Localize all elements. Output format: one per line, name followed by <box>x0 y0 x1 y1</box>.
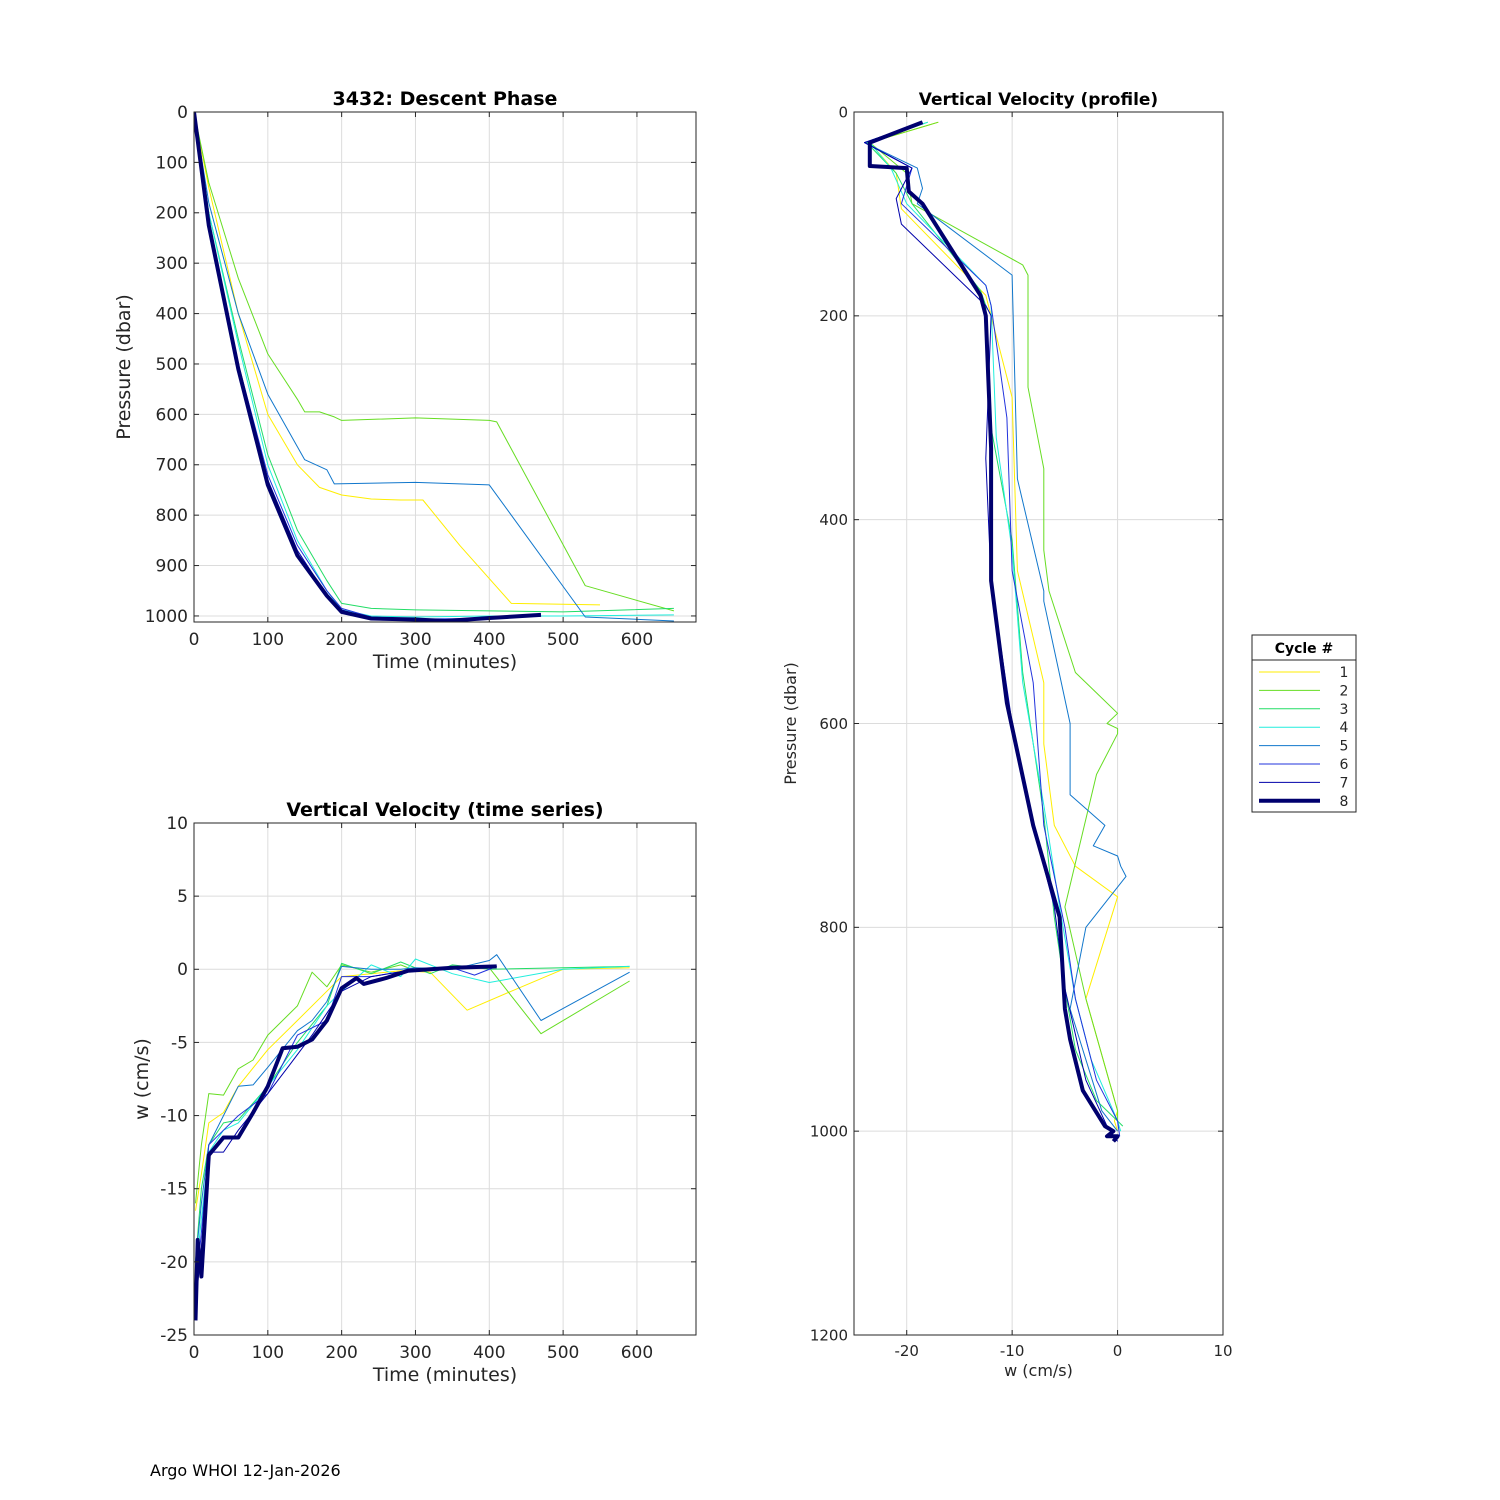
footer-text: Argo WHOI 12-Jan-2026 <box>150 1461 341 1480</box>
chart-title: Vertical Velocity (profile) <box>919 90 1158 110</box>
series-line-cycle-6 <box>195 965 497 1292</box>
y-tick-label: -25 <box>160 1326 188 1346</box>
y-tick-label: 600 <box>819 715 848 733</box>
series-line-cycle-4 <box>195 958 630 1277</box>
y-tick-label: 1000 <box>810 1122 848 1140</box>
x-tick-label: 600 <box>621 630 653 650</box>
y-axis-label: Pressure (dbar) <box>781 662 800 785</box>
descent-chart: 0 100 200 300 400 500 600 0 100 200 300 400 500 600 70… <box>113 88 697 673</box>
legend-label-cycle-1: 1 <box>1340 665 1349 681</box>
legend-label-cycle-5: 5 <box>1340 739 1349 755</box>
series-line-cycle-5 <box>194 112 674 622</box>
series-group <box>194 112 675 622</box>
series-line-cycle-4 <box>194 112 674 618</box>
y-tick-label: 400 <box>156 305 188 325</box>
x-tick-label: 300 <box>399 1343 431 1363</box>
y-tick-label: -5 <box>171 1033 188 1053</box>
y-tick-label: 900 <box>156 557 188 577</box>
x-axis-label: Time (minutes) <box>372 1364 517 1386</box>
legend: Cycle # 1 2 3 4 5 6 7 8 <box>1251 634 1357 813</box>
series-line-cycle-8 <box>194 964 497 1321</box>
grid <box>854 111 1224 1336</box>
series-line-cycle-2 <box>869 121 1119 1121</box>
axes-box <box>193 822 697 1336</box>
x-tick-label: 10 <box>1213 1342 1232 1360</box>
x-tick-label: 0 <box>189 1343 200 1363</box>
series-group <box>194 954 630 1321</box>
y-tick-label: 1000 <box>145 607 188 627</box>
series-line-cycle-2 <box>195 964 630 1204</box>
x-tick-label: 600 <box>621 1343 653 1363</box>
x-tick-label: 0 <box>189 630 200 650</box>
series-line-cycle-3 <box>866 121 1124 1127</box>
y-axis-label: w (cm/s) <box>131 1038 153 1120</box>
series-line-cycle-8 <box>194 112 542 622</box>
series-line-cycle-7 <box>864 121 1119 1142</box>
x-tick-label: 200 <box>325 1343 357 1363</box>
series-line-cycle-2 <box>194 112 675 612</box>
y-tick-label: 600 <box>156 405 188 425</box>
grid <box>193 111 696 622</box>
chart-title: 3432: Descent Phase <box>333 88 558 110</box>
series-line-cycle-6 <box>864 121 1121 1137</box>
y-tick-label: 500 <box>156 355 188 375</box>
x-tick-label: 300 <box>399 630 431 650</box>
x-tick-label: -20 <box>894 1342 919 1360</box>
legend-label-cycle-4: 4 <box>1340 720 1349 736</box>
x-tick-label: 500 <box>547 630 579 650</box>
y-tick-label: -20 <box>160 1253 188 1273</box>
series-line-cycle-5 <box>864 121 1127 1132</box>
y-tick-label: 700 <box>156 456 188 476</box>
series-line-cycle-3 <box>195 961 630 1262</box>
y-tick-label: 0 <box>177 960 188 980</box>
series-line-cycle-3 <box>194 112 674 613</box>
y-tick-label: -15 <box>160 1180 188 1200</box>
legend-title: Cycle # <box>1275 641 1334 657</box>
y-tick-label: 800 <box>819 919 848 937</box>
y-tick-label: 200 <box>819 307 848 325</box>
x-axis-label: w (cm/s) <box>1004 1361 1073 1380</box>
series-line-cycle-5 <box>195 954 630 1262</box>
x-tick-label: -10 <box>1000 1342 1025 1360</box>
velocity-time-series-chart: 0 100 200 300 400 500 600 10 5 0 -5 -10 -15 -20 -25 Ver… <box>131 799 697 1386</box>
x-tick-label: 200 <box>325 630 357 650</box>
y-tick-label: 10 <box>166 814 188 834</box>
series-line-cycle-8 <box>867 120 1120 1143</box>
x-tick-label: 100 <box>252 630 284 650</box>
y-tick-label: 5 <box>177 887 188 907</box>
y-tick-label: 400 <box>819 511 848 529</box>
y-tick-label: 200 <box>156 204 188 224</box>
legend-label-cycle-3: 3 <box>1340 702 1349 718</box>
axes-box <box>193 111 697 623</box>
legend-label-cycle-7: 7 <box>1340 775 1349 791</box>
y-tick-label: 0 <box>838 103 848 121</box>
legend-label-cycle-2: 2 <box>1340 683 1349 699</box>
y-axis-label: Pressure (dbar) <box>113 294 135 440</box>
y-tick-label: 100 <box>156 153 188 173</box>
y-tick-label: 1200 <box>810 1326 848 1344</box>
legend-label-cycle-8: 8 <box>1340 794 1349 810</box>
y-tick-label: 0 <box>177 103 188 123</box>
y-tick-label: -10 <box>160 1107 188 1127</box>
y-tick-label: 300 <box>156 254 188 274</box>
x-tick-label: 0 <box>1113 1342 1123 1360</box>
series-line-cycle-1 <box>195 967 630 1211</box>
x-tick-label: 400 <box>473 1343 505 1363</box>
legend-label-cycle-6: 6 <box>1340 757 1349 773</box>
y-tick-label: 800 <box>156 506 188 526</box>
x-tick-label: 100 <box>252 1343 284 1363</box>
x-tick-label: 400 <box>473 630 505 650</box>
series-group <box>864 120 1127 1143</box>
x-tick-label: 500 <box>547 1343 579 1363</box>
x-axis-label: Time (minutes) <box>372 651 517 673</box>
chart-title: Vertical Velocity (time series) <box>286 799 603 821</box>
